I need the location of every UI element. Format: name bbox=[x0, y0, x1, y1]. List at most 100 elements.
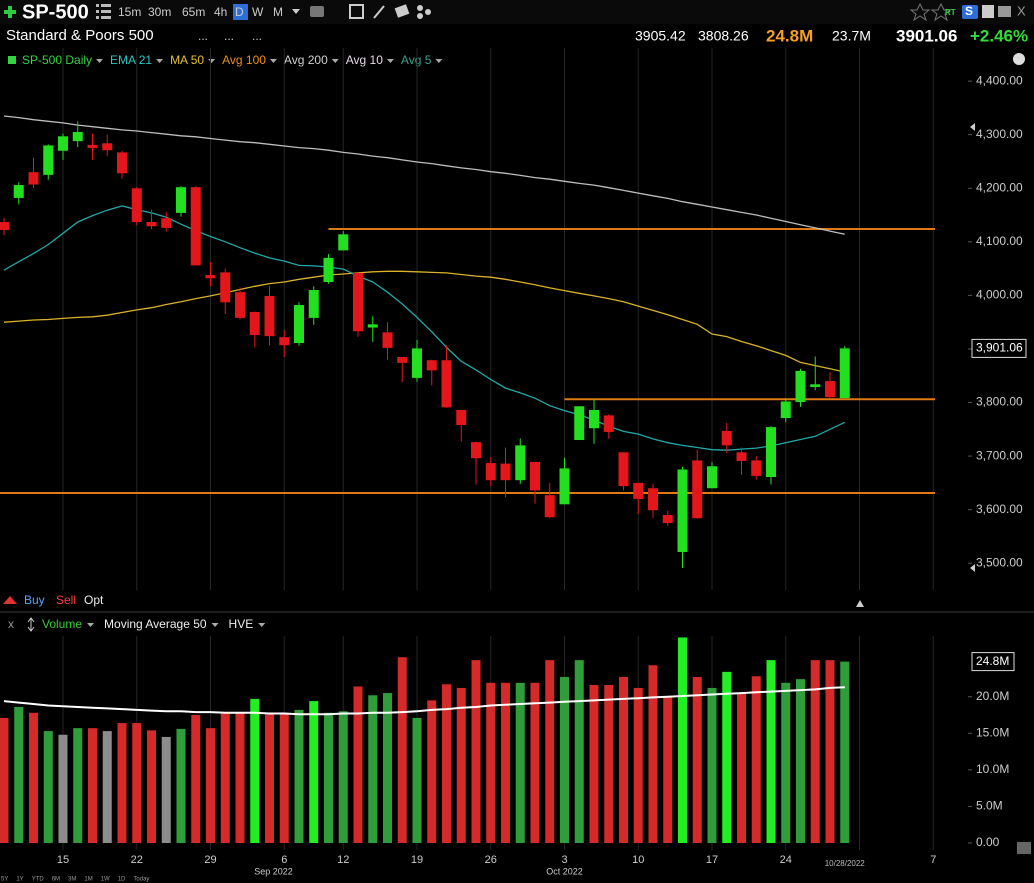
range-button[interactable]: 1M bbox=[84, 877, 92, 883]
volume-bar bbox=[781, 682, 791, 843]
tool-icon[interactable] bbox=[373, 5, 385, 19]
volume-bar bbox=[161, 736, 171, 843]
dropdown-arrow[interactable] bbox=[258, 623, 266, 627]
candle-body bbox=[544, 495, 555, 518]
candle-body bbox=[161, 218, 172, 228]
volume-bar bbox=[29, 712, 38, 843]
legend-entry[interactable]: MA 50 bbox=[170, 53, 204, 67]
legend-entry[interactable]: Avg 200 bbox=[284, 53, 328, 67]
x-tick-label: 10 bbox=[632, 854, 644, 866]
dropdown-arrow[interactable] bbox=[208, 59, 216, 63]
timeframe-dropdown[interactable] bbox=[292, 9, 300, 14]
star-icon[interactable] bbox=[930, 2, 952, 22]
s-badge[interactable]: S bbox=[965, 4, 973, 18]
volume-legend-entry[interactable]: HVE bbox=[229, 617, 254, 631]
range-button[interactable]: 1D bbox=[118, 877, 126, 883]
volume-bar bbox=[117, 723, 127, 843]
x-tick-label: 19 bbox=[411, 854, 423, 866]
range-button[interactable]: Today bbox=[133, 877, 149, 883]
volume-bar bbox=[692, 676, 702, 843]
candle-body bbox=[294, 305, 304, 344]
trade-button[interactable]: Buy bbox=[24, 593, 45, 607]
y-tick-label: 3,500.00 bbox=[976, 555, 1023, 569]
range-button[interactable]: 6M bbox=[52, 877, 60, 883]
volume-bar bbox=[442, 684, 451, 843]
volume-bar bbox=[147, 730, 156, 843]
timeframe-button[interactable]: M bbox=[273, 5, 283, 19]
range-button[interactable]: YTD bbox=[32, 877, 45, 883]
volume-legend-entry[interactable]: Volume bbox=[42, 617, 82, 631]
rt-badge[interactable]: RT bbox=[945, 8, 956, 17]
timeframe-button[interactable]: 4h bbox=[214, 5, 227, 19]
dropdown-arrow[interactable] bbox=[87, 623, 95, 627]
timeframe-button[interactable]: W bbox=[252, 5, 264, 19]
candle-body bbox=[367, 324, 378, 328]
timeframe-button[interactable]: 65m bbox=[182, 5, 205, 19]
save-icon[interactable] bbox=[982, 5, 994, 18]
volume-pane-close[interactable]: x bbox=[8, 617, 14, 631]
range-button[interactable]: 1W bbox=[101, 877, 110, 883]
legend-entry[interactable]: Avg 100 bbox=[222, 53, 266, 67]
candle-body bbox=[13, 185, 24, 198]
volume-bar bbox=[73, 728, 83, 843]
x-tick-label: 24 bbox=[780, 854, 792, 866]
range-button[interactable]: 3M bbox=[68, 877, 76, 883]
trade-button[interactable]: Opt bbox=[84, 593, 104, 607]
close-button[interactable]: X bbox=[1017, 3, 1026, 18]
legend-entry[interactable]: SP-500 Daily bbox=[22, 53, 92, 67]
list-icon[interactable] bbox=[96, 4, 111, 19]
x-tick-label: 26 bbox=[485, 854, 497, 866]
volume-bar bbox=[102, 731, 112, 843]
x-tick-label: 29 bbox=[204, 854, 216, 866]
legend-entry[interactable]: EMA 21 bbox=[110, 53, 152, 67]
volume-bar bbox=[324, 712, 333, 843]
corner-icon[interactable] bbox=[1017, 842, 1031, 854]
star-icon[interactable] bbox=[909, 2, 931, 22]
volume-bar bbox=[471, 660, 481, 843]
volume-bar bbox=[427, 700, 437, 843]
range-button[interactable]: 5Y bbox=[1, 877, 8, 883]
tool-icon[interactable] bbox=[394, 4, 410, 18]
dropdown-arrow[interactable] bbox=[435, 59, 443, 63]
candle-body bbox=[308, 290, 319, 318]
candle-body bbox=[235, 292, 245, 318]
timeframe-button[interactable]: 15m bbox=[118, 5, 141, 19]
timeframe-button[interactable]: D bbox=[235, 5, 244, 19]
candle-body bbox=[485, 463, 496, 481]
dropdown-arrow[interactable] bbox=[211, 623, 219, 627]
volume-legend-entry[interactable]: Moving Average 50 bbox=[104, 617, 207, 631]
dropdown-arrow[interactable] bbox=[96, 59, 104, 63]
tool-icon[interactable] bbox=[349, 4, 364, 19]
quote-change: +2.46% bbox=[970, 26, 1028, 45]
tool-icon[interactable] bbox=[417, 5, 423, 11]
quote-field: ... bbox=[252, 29, 262, 43]
last-price-label: 3,901.06 bbox=[976, 341, 1023, 355]
y-tick-label: 4,400.00 bbox=[976, 73, 1023, 87]
legend-entry[interactable]: Avg 10 bbox=[346, 53, 383, 67]
dropdown-arrow[interactable] bbox=[386, 59, 394, 63]
dropdown-arrow[interactable] bbox=[156, 59, 164, 63]
candle-body bbox=[839, 348, 850, 399]
dropdown-arrow[interactable] bbox=[331, 59, 339, 63]
quote-low: 3808.26 bbox=[698, 28, 749, 44]
symbol[interactable]: SP-500 bbox=[22, 1, 89, 23]
settings-icon[interactable] bbox=[1013, 53, 1025, 65]
last-price-box bbox=[971, 338, 1027, 358]
range-button[interactable]: 1Y bbox=[16, 877, 23, 883]
trade-button[interactable]: Sell bbox=[56, 593, 76, 607]
dropdown-arrow[interactable] bbox=[269, 59, 277, 63]
timeframe-button[interactable]: 30m bbox=[148, 5, 171, 19]
axis-marker bbox=[970, 123, 975, 131]
y-tick-label: 4,000.00 bbox=[976, 288, 1023, 302]
volume-bar bbox=[560, 676, 569, 843]
tool-icon[interactable] bbox=[310, 6, 324, 17]
add-icon[interactable] bbox=[4, 6, 16, 18]
y-tick-label: 4,100.00 bbox=[976, 234, 1023, 248]
window-icon[interactable] bbox=[998, 6, 1011, 17]
legend-entry[interactable]: Avg 5 bbox=[401, 53, 432, 67]
volume-bar bbox=[88, 728, 97, 843]
candle-body bbox=[515, 445, 526, 481]
volume-sort-icon[interactable] bbox=[27, 617, 35, 632]
collapse-arrow[interactable] bbox=[856, 600, 864, 607]
